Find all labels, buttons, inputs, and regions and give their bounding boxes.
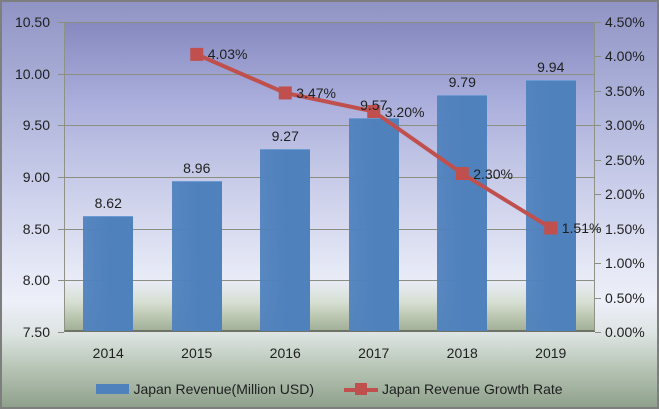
right-axis-tick [595,90,601,92]
right-axis-tick-label: 2.00% [605,186,645,203]
legend-item-revenue: Japan Revenue(Million USD) [96,381,314,397]
right-axis-tick-label: 1.00% [605,255,645,272]
right-axis-tick-label: 0.00% [605,324,645,340]
legend-label-revenue: Japan Revenue(Million USD) [133,381,314,397]
right-axis-tick-label: 0.50% [605,289,645,306]
gridline [64,73,595,75]
right-axis-tick-label: 1.50% [605,220,645,237]
revenue-bar [83,216,134,331]
line-value-label: 4.03% [207,46,248,63]
revenue-bar [437,95,488,331]
right-axis-tick-label: 4.00% [605,48,645,65]
bar-value-label: 9.27 [271,128,299,145]
right-axis-tick [595,56,601,58]
revenue-bar [525,79,576,331]
gridline [64,177,595,178]
left-axis-tick [58,22,64,23]
x-axis-label: 2016 [269,345,301,361]
left-axis-tick [58,332,64,333]
left-axis-tick [58,177,64,178]
x-axis-label: 2018 [446,345,478,361]
bar-value-label: 8.96 [183,160,211,177]
left-axis-tick-label: 10.50 [14,14,50,30]
left-axis-tick [58,125,64,127]
x-axis-label: 2019 [535,345,567,361]
right-axis-tick [595,159,601,161]
legend-item-growth: Japan Revenue Growth Rate [343,381,563,397]
bar-value-label: 9.79 [448,74,476,91]
left-axis-tick-label: 8.00 [22,272,50,289]
x-axis-label: 2017 [358,345,390,361]
x-axis-label: 2015 [181,345,213,361]
gridline [64,125,595,127]
bar-value-label: 8.62 [94,195,122,212]
legend-label-growth: Japan Revenue Growth Rate [381,381,563,397]
bar-value-label: 9.94 [537,58,565,75]
revenue-bar [171,181,222,331]
growth-swatch-marker [354,382,367,395]
right-axis-tick [595,22,601,23]
gridline [64,228,595,230]
legend: Japan Revenue(Million USD) Japan Revenue… [2,376,657,402]
left-axis-tick-label: 9.50 [22,117,50,134]
revenue-bar [348,118,399,331]
line-value-label: 2.30% [473,165,513,182]
line-value-label: 3.47% [296,84,336,101]
revenue-series-swatch-icon [96,384,130,394]
line-value-label: 1.51% [561,219,602,236]
right-axis-tick [595,228,601,230]
left-axis-tick-label: 10.00 [14,65,50,82]
x-axis-label: 2014 [92,345,124,361]
right-axis-tick [595,332,601,333]
left-axis-tick [58,73,64,75]
right-axis-tick [595,297,601,299]
right-axis-tick-label: 3.00% [605,117,645,134]
left-axis-tick [58,228,64,230]
growth-series-swatch-icon [343,382,378,396]
right-axis-tick-label: 3.50% [605,82,645,99]
right-axis-tick [595,263,601,265]
gridline [64,22,595,23]
left-axis-tick-label: 7.50 [22,324,50,340]
right-axis-tick-label: 4.50% [605,14,645,30]
line-value-label: 3.20% [384,103,425,120]
left-axis-tick-label: 8.50 [22,220,50,237]
right-axis-tick-label: 2.50% [605,151,645,168]
gridline [64,280,595,282]
right-axis-tick [595,125,601,127]
right-axis-tick [595,194,601,196]
revenue-bar [260,149,311,331]
left-axis-tick [58,280,64,282]
left-axis-tick-label: 9.00 [22,169,50,185]
